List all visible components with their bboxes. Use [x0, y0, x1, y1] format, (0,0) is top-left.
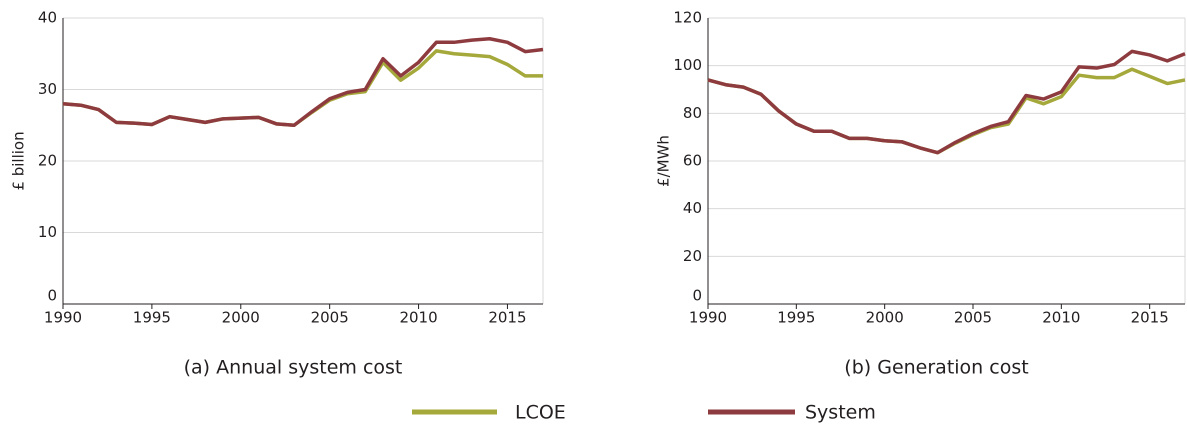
x-tick-label: 1990: [44, 309, 82, 327]
y-tick-label: 100: [673, 56, 702, 74]
y-tick-label: 10: [38, 223, 57, 241]
x-tick-label: 1995: [777, 309, 815, 327]
y-tick-label: 0: [692, 287, 702, 305]
series-line: [707, 49, 1186, 155]
y-axis-label: £ billion: [10, 131, 28, 190]
x-tick-label: 2000: [222, 309, 260, 327]
y-tick-label: 30: [38, 80, 57, 98]
series-line: [62, 36, 544, 127]
x-tick-label: 2010: [399, 309, 437, 327]
chart-caption: (a) Annual system cost: [184, 357, 403, 379]
y-tick-label: 40: [683, 199, 702, 217]
y-tick-label: 60: [683, 152, 702, 170]
y-axis-label: £/MWh: [655, 135, 673, 187]
x-tick-label: 2010: [1042, 309, 1080, 327]
x-tick-label: 2015: [1131, 309, 1169, 327]
y-tick-label: 20: [38, 152, 57, 170]
series-line: [62, 49, 543, 127]
x-tick-label: 2005: [954, 309, 992, 327]
y-tick-label: 80: [683, 104, 702, 122]
x-tick-label: 1990: [689, 309, 727, 327]
y-tick-label: 20: [683, 247, 702, 265]
x-tick-label: 2000: [866, 309, 904, 327]
chart-caption: (b) Generation cost: [844, 357, 1028, 379]
x-tick-label: 2005: [311, 309, 349, 327]
x-tick-label: 1995: [133, 309, 171, 327]
y-tick-label: 120: [673, 9, 702, 27]
legend-label: System: [805, 402, 876, 424]
legend-label: LCOE: [515, 402, 566, 424]
y-tick-label: 0: [47, 287, 57, 305]
y-tick-label: 40: [38, 9, 57, 27]
x-tick-label: 2015: [488, 309, 526, 327]
